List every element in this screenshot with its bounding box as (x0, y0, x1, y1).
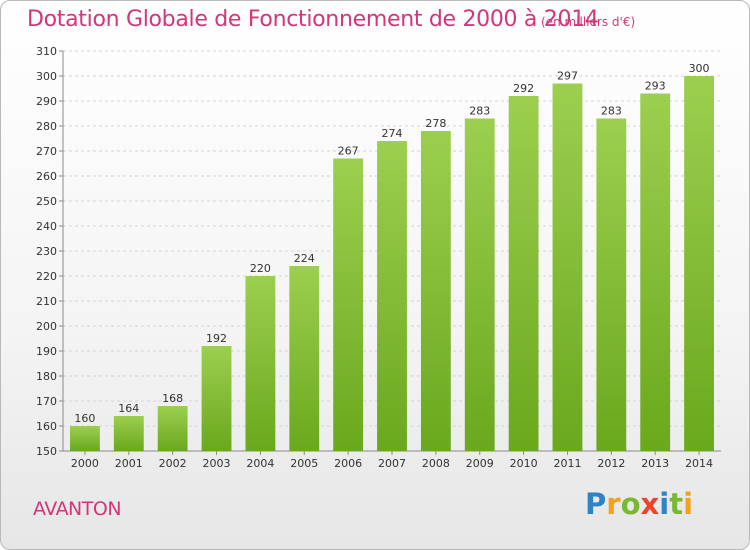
logo-letter: t (669, 487, 684, 521)
bar (70, 426, 100, 451)
x-tick-label: 2006 (334, 457, 362, 470)
proxiti-logo[interactable]: Proxiti (585, 487, 693, 521)
data-label: 293 (645, 80, 666, 93)
y-tick-label: 280 (36, 120, 57, 133)
bar (508, 96, 539, 451)
logo-letter: i (659, 487, 670, 521)
y-tick-label: 150 (36, 445, 57, 458)
x-tick-label: 2002 (159, 457, 187, 470)
x-tick-label: 2007 (378, 457, 406, 470)
x-tick-label: 2001 (115, 457, 143, 470)
data-label: 224 (294, 252, 315, 265)
y-tick-label: 250 (36, 195, 57, 208)
data-label: 192 (206, 332, 227, 345)
bar (464, 118, 495, 451)
bar (596, 118, 627, 451)
bar (333, 158, 364, 451)
x-tick-label: 2004 (246, 457, 274, 470)
y-tick-label: 190 (36, 345, 57, 358)
x-tick-label: 2014 (685, 457, 713, 470)
bar (552, 83, 583, 451)
chart-unit: (en milliers d'€) (541, 15, 636, 29)
y-tick-label: 200 (36, 320, 57, 333)
data-label: 164 (118, 402, 139, 415)
logo-letter: r (606, 487, 621, 521)
x-tick-label: 2013 (641, 457, 669, 470)
bar (201, 346, 232, 451)
x-tick-label: 2000 (71, 457, 99, 470)
y-tick-label: 260 (36, 170, 57, 183)
y-tick-label: 240 (36, 220, 57, 233)
x-tick-label: 2009 (466, 457, 494, 470)
data-label: 160 (74, 412, 95, 425)
data-label: 300 (689, 62, 710, 75)
bar (377, 141, 407, 451)
logo-letter: x (640, 487, 660, 521)
data-label: 283 (601, 105, 622, 118)
bar (684, 76, 714, 451)
data-label: 278 (425, 117, 446, 130)
x-tick-label: 2008 (422, 457, 450, 470)
plot-area: 150 160 170 180 190 200 210 220 230 240 250 260 270 2… (36, 45, 721, 470)
y-tick-label: 160 (36, 420, 57, 433)
x-tick-label: 2003 (203, 457, 231, 470)
y-tick-label: 210 (36, 295, 57, 308)
data-label: 292 (513, 82, 534, 95)
data-label: 274 (382, 127, 403, 140)
logo-letter: P (585, 487, 607, 521)
x-tick-label: 2011 (553, 457, 581, 470)
commune-name: AVANTON (33, 498, 122, 520)
x-tick-label: 2010 (510, 457, 538, 470)
data-label: 220 (250, 262, 271, 275)
bar (245, 276, 276, 451)
y-tick-label: 170 (36, 395, 57, 408)
data-label: 267 (338, 145, 359, 158)
y-tick-label: 310 (36, 45, 57, 58)
x-tick-label: 2005 (290, 457, 318, 470)
y-tick-label: 180 (36, 370, 57, 383)
logo-letter: i (683, 487, 694, 521)
y-tick-label: 220 (36, 270, 57, 283)
bar (420, 131, 451, 451)
y-tick-label: 300 (36, 70, 57, 83)
data-label: 297 (557, 70, 578, 83)
bar (640, 93, 671, 451)
data-label: 283 (469, 105, 490, 118)
bar (157, 406, 188, 451)
y-tick-label: 270 (36, 145, 57, 158)
y-tick-label: 230 (36, 245, 57, 258)
logo-letter: o (620, 487, 641, 521)
data-label: 168 (162, 392, 183, 405)
y-tick-label: 290 (36, 95, 57, 108)
bar (289, 266, 320, 451)
x-tick-label: 2012 (597, 457, 625, 470)
chart-title: Dotation Globale de Fonctionnement de 20… (27, 7, 599, 32)
bar (113, 416, 144, 451)
